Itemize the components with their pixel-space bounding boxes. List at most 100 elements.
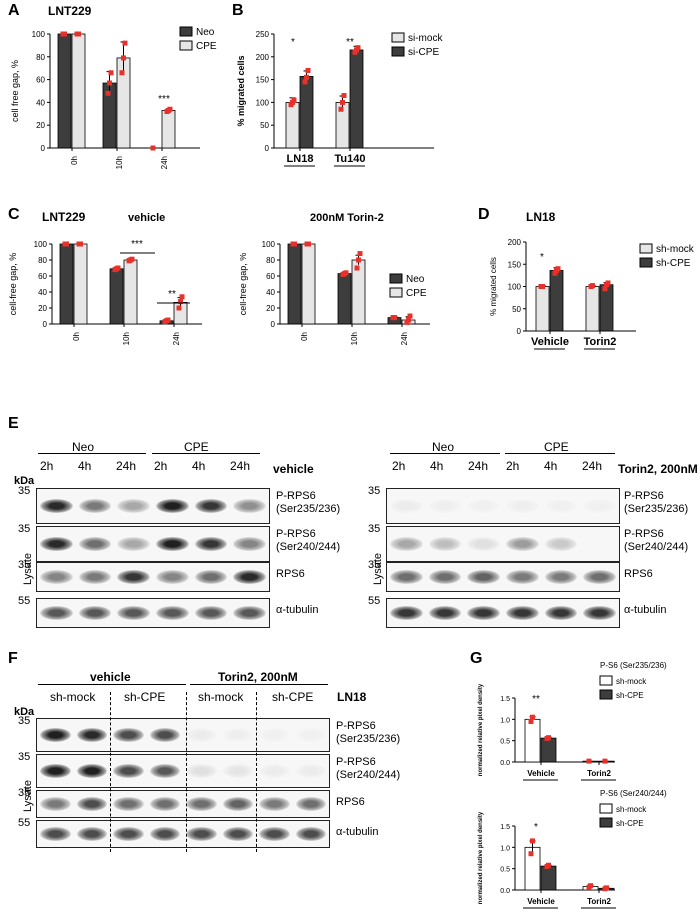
time-label: 4h bbox=[192, 459, 206, 473]
blot-band bbox=[259, 827, 290, 841]
group-line bbox=[505, 453, 615, 454]
blot-band bbox=[467, 570, 500, 584]
legend-label: CPE bbox=[406, 288, 427, 299]
x-tick-label: 10h bbox=[350, 332, 359, 345]
y-tick-label: 0 bbox=[41, 144, 46, 153]
sub-label: sh-CPE bbox=[124, 690, 166, 704]
y-tick-label: 80 bbox=[266, 256, 275, 265]
y-tick-label: 60 bbox=[38, 272, 47, 281]
cell-line-label: LN18 bbox=[337, 690, 367, 704]
panel-letter-a: A bbox=[8, 2, 20, 19]
x-tick-label: Torin2 bbox=[584, 336, 617, 348]
data-point bbox=[528, 718, 534, 724]
blot-strip bbox=[36, 526, 270, 562]
bar bbox=[549, 270, 564, 332]
blot-band bbox=[113, 764, 144, 778]
band-label: RPS6 bbox=[624, 568, 653, 580]
data-point bbox=[165, 317, 171, 323]
legend-swatch bbox=[389, 287, 403, 298]
y-tick-label: 100 bbox=[262, 240, 276, 249]
y-tick-label: 100 bbox=[256, 98, 270, 107]
data-point bbox=[76, 31, 81, 37]
y-tick-label: 40 bbox=[36, 98, 45, 107]
legend-label: sh-CPE bbox=[616, 819, 644, 828]
data-point bbox=[590, 283, 595, 289]
x-tick-label: 10h bbox=[122, 332, 131, 345]
blot-band bbox=[76, 728, 107, 742]
blot-band bbox=[194, 570, 228, 584]
chart-subtitle: vehicle bbox=[128, 212, 165, 224]
y-tick-label: 150 bbox=[508, 260, 522, 269]
kda-label: kDa bbox=[14, 706, 35, 718]
y-tick-label: 1.0 bbox=[500, 717, 510, 724]
bar bbox=[599, 284, 614, 332]
y-tick-label: 60 bbox=[266, 272, 275, 281]
bar bbox=[285, 102, 300, 149]
blot-band bbox=[113, 797, 144, 811]
blot-band bbox=[113, 728, 144, 742]
x-tick-label: 0h bbox=[300, 332, 309, 341]
condition-label-vehicle: vehicle bbox=[273, 462, 314, 476]
blot-band bbox=[76, 764, 107, 778]
blot-band bbox=[295, 764, 326, 778]
blot-band bbox=[76, 797, 107, 811]
blot-band bbox=[506, 537, 539, 551]
data-point bbox=[108, 70, 114, 76]
blot-band bbox=[583, 606, 616, 620]
legend-swatch bbox=[599, 675, 613, 686]
bar bbox=[109, 268, 124, 325]
bar bbox=[299, 76, 314, 149]
chart-title: P-S6 (Ser240/244) bbox=[600, 789, 667, 798]
y-tick-label: 50 bbox=[260, 121, 269, 130]
blot-band bbox=[78, 499, 112, 513]
blot-band bbox=[428, 570, 462, 584]
blot-band bbox=[186, 827, 217, 841]
blot-band bbox=[149, 764, 180, 778]
blot-band bbox=[186, 797, 217, 811]
time-label: 2h bbox=[392, 459, 406, 473]
band-label: RPS6 bbox=[276, 568, 305, 580]
blot-strip bbox=[36, 718, 330, 752]
panel-letter-c: C bbox=[8, 206, 20, 223]
blot-band bbox=[40, 728, 71, 742]
data-point bbox=[291, 97, 297, 103]
legend-label: sh-mock bbox=[616, 677, 647, 686]
blot-band bbox=[117, 570, 150, 584]
data-point bbox=[357, 251, 363, 257]
blot-band bbox=[156, 570, 189, 584]
legend-swatch bbox=[599, 689, 613, 700]
y-tick-label: 20 bbox=[38, 304, 47, 313]
blot-band bbox=[194, 537, 228, 551]
y-tick-label: 0.5 bbox=[500, 739, 510, 746]
blot-band bbox=[40, 827, 71, 841]
band-label: P-RPS6 (Ser235/236) bbox=[336, 720, 401, 745]
blot-band bbox=[233, 570, 266, 584]
group-line bbox=[38, 684, 186, 685]
x-tick-label: 0h bbox=[70, 156, 79, 165]
legend-label: Neo bbox=[196, 27, 215, 38]
legend-swatch bbox=[391, 46, 405, 57]
x-tick-label: 24h bbox=[400, 332, 409, 345]
chart-title: LNT229 bbox=[42, 210, 86, 224]
panel-letter-e: E bbox=[8, 415, 19, 432]
data-point bbox=[555, 266, 561, 272]
y-axis-label: normalized relative pixel density bbox=[478, 683, 484, 776]
mw-marker: 35 bbox=[18, 485, 31, 497]
blot-band bbox=[390, 499, 423, 513]
blot-band bbox=[428, 537, 462, 551]
data-point bbox=[540, 284, 545, 289]
x-tick-label: Torin2 bbox=[587, 897, 611, 906]
y-axis-label: cell free gap, % bbox=[10, 60, 20, 122]
group-line bbox=[390, 453, 500, 454]
time-label: 24h bbox=[468, 459, 489, 473]
chart-title: P-S6 (Ser235/236) bbox=[600, 661, 667, 670]
chart-g2: 0.0 0.5 1.0 1.5 Vehicle Torin2 normalized rela… bbox=[478, 789, 667, 909]
time-label: 24h bbox=[582, 459, 603, 473]
chart-a: 0 20 40 60 80 100 0h 10h 24h cell free gap, % Neo C… bbox=[10, 4, 217, 169]
bar bbox=[540, 865, 557, 891]
panel-letter-b: B bbox=[232, 2, 244, 19]
y-tick-label: 100 bbox=[34, 240, 48, 249]
y-tick-label: 150 bbox=[256, 76, 270, 85]
y-tick-label: 1.5 bbox=[500, 696, 510, 703]
blot-band bbox=[467, 499, 500, 513]
